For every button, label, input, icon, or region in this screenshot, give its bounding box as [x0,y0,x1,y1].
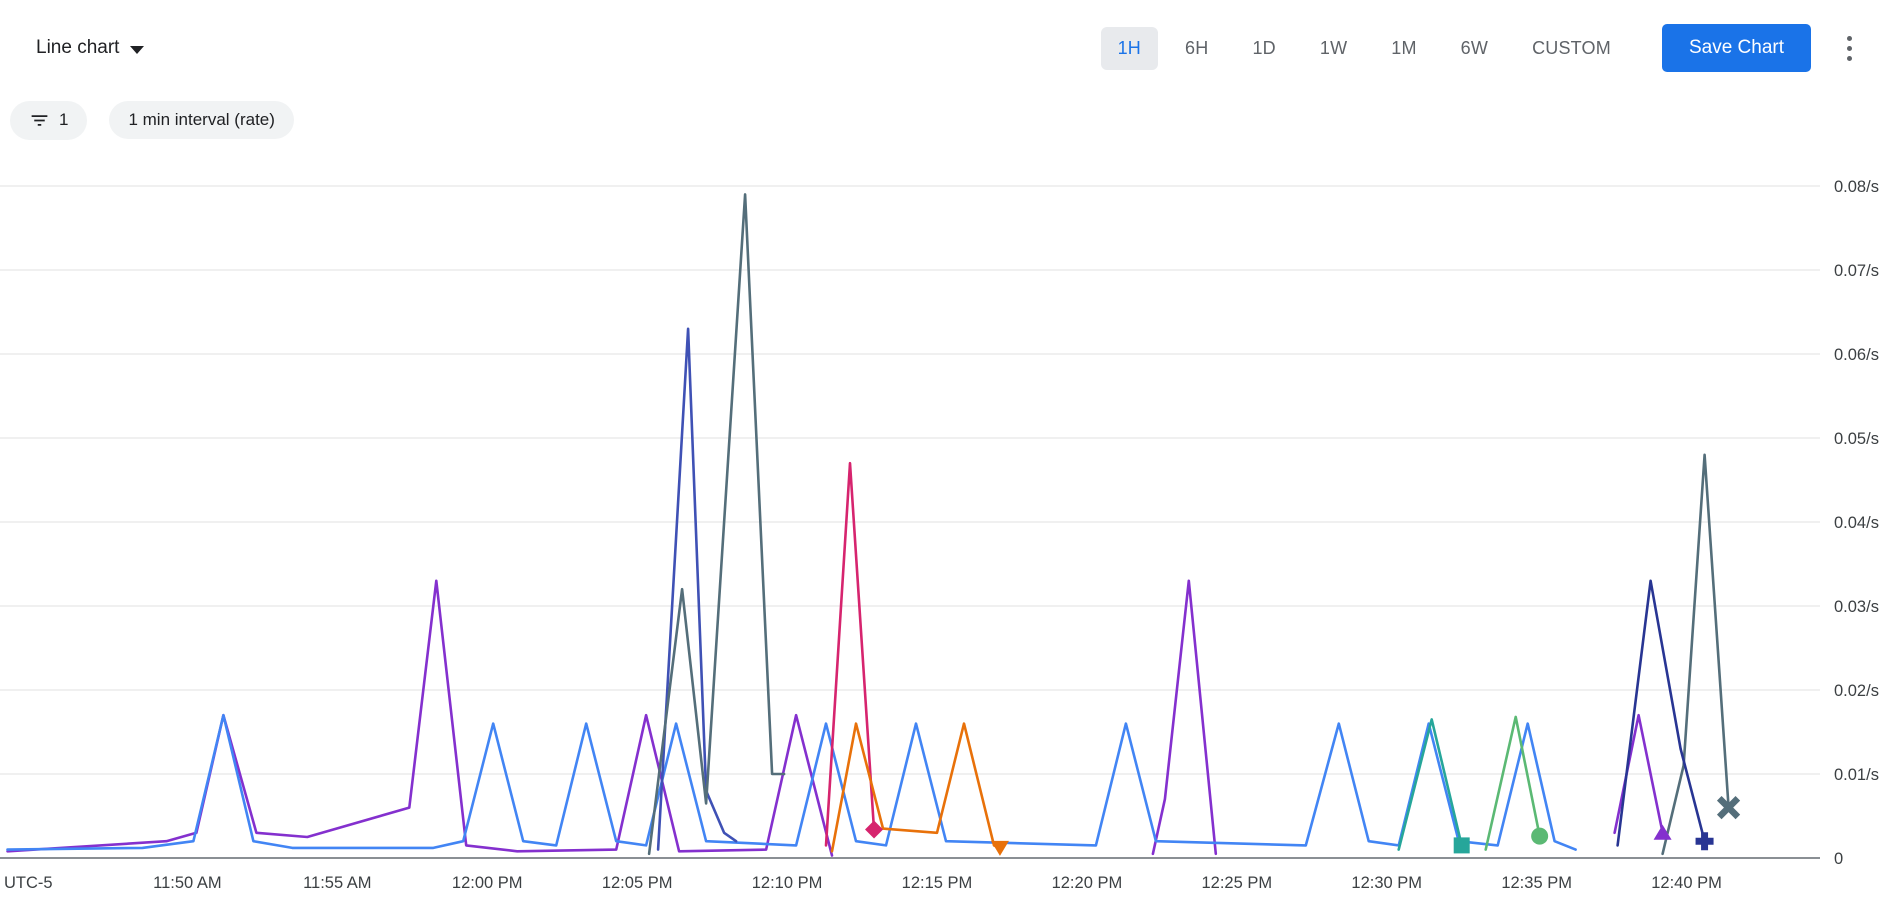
time-range-1h[interactable]: 1H [1100,26,1159,70]
series-line-purple [6,579,834,857]
x-axis-label: 11:50 AM [153,874,222,892]
marker-diamond-pink [865,820,884,839]
series-line-purple [1613,713,1664,835]
series-line-indigo [656,327,738,851]
x-axis-label: 12:00 PM [452,874,523,892]
x-axis-label: 12:05 PM [602,874,673,892]
marker-circle-green [1531,827,1549,845]
time-range-1w[interactable]: 1W [1303,27,1364,70]
y-axis-label: 0 [1834,850,1843,868]
x-axis-label: 12:35 PM [1501,874,1572,892]
y-axis-label: 0.06/s [1834,346,1879,364]
x-axis-label: 12:10 PM [752,874,823,892]
marker-plus-navy [1695,832,1714,851]
filter-list-icon [31,114,48,126]
filter-chip-row: 1 1 min interval (rate) [0,96,1890,144]
time-range-6h[interactable]: 6H [1168,27,1225,70]
series-line-green [1484,715,1541,851]
chart-canvas[interactable]: 0 0.01/s 0.02/s 0.03/s 0.04/s 0.05/s 0.06/s 0.0… [0,156,1890,916]
chart-area: 0 0.01/s 0.02/s 0.03/s 0.04/s 0.05/s 0.06/s 0.0… [0,156,1890,921]
time-range-group: 1H 6H 1D 1W 1M 6W CUSTOM [1100,26,1628,70]
kebab-menu-icon [1847,35,1852,41]
y-axis-label: 0.01/s [1834,766,1879,784]
y-axis-label: 0.05/s [1834,430,1879,448]
y-axis-label: 0.02/s [1834,682,1879,700]
y-axis-label: 0.08/s [1834,178,1879,196]
time-range-6w[interactable]: 6W [1444,27,1505,70]
x-axis-label: 11:55 AM [303,874,372,892]
marker-triangle-up-purple [1653,824,1672,840]
x-axis-label: 12:15 PM [902,874,973,892]
interval-chip-label: 1 min interval (rate) [128,110,275,129]
marker-square-teal [1453,837,1470,854]
toolbar: Line chart 1H 6H 1D 1W 1M 6W CUSTOM Save… [0,0,1890,96]
series-line-teal [1397,718,1463,851]
y-axis-label: 0.03/s [1834,598,1879,616]
x-axis-label: 12:30 PM [1351,874,1422,892]
chart-type-dropdown[interactable]: Line chart [36,37,145,59]
marker-triangle-down-orange [990,840,1009,856]
y-axis-label: 0.07/s [1834,262,1879,280]
timezone-label: UTC-5 [4,874,53,892]
y-axis-label: 0.04/s [1834,514,1879,532]
series-line-blue [6,713,1577,851]
series-line-orange [830,722,1002,853]
series-line-navy [1616,579,1706,847]
chevron-down-icon [130,45,145,54]
series-line-purple [1151,579,1218,856]
time-range-custom[interactable]: CUSTOM [1515,27,1628,70]
x-axis-label: 12:40 PM [1651,874,1722,892]
time-range-1d[interactable]: 1D [1235,27,1292,70]
chart-type-label: Line chart [36,37,120,58]
series-line-slate [647,193,786,856]
interval-chip[interactable]: 1 min interval (rate) [109,101,294,139]
time-range-1m[interactable]: 1M [1374,27,1433,70]
filter-chip[interactable]: 1 [10,100,88,140]
more-options-button[interactable] [1839,26,1860,71]
filter-count: 1 [59,110,69,129]
marker-x-slate [1716,796,1741,820]
series-line-slate [1661,453,1730,856]
series-line-pink [824,461,876,847]
x-axis-label: 12:20 PM [1052,874,1123,892]
x-axis-label: 12:25 PM [1202,874,1273,892]
save-chart-button[interactable]: Save Chart [1661,24,1811,72]
